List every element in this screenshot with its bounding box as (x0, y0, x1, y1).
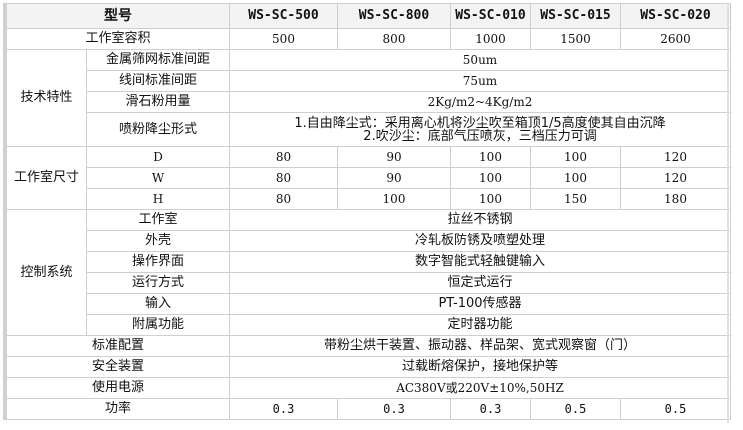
cell: 2600 (620, 28, 731, 50)
right-border (727, 3, 729, 423)
cell: 100 (530, 167, 621, 189)
row-label: 使用电源 (6, 377, 230, 399)
cell: 恒定式运行 (229, 272, 731, 294)
cell: 1500 (530, 28, 621, 50)
cell: 带粉尘烘干装置、振动器、样品架、宽式观察窗（门） (229, 335, 731, 357)
table-row: 工作室尺寸 D 80 90 100 100 120 (6, 146, 731, 210)
table-row: 技术特性 金属筛网标准间距 50um (6, 49, 731, 147)
cell: 150 (530, 188, 621, 210)
row-label: 功率 (6, 398, 230, 420)
row-label: W (86, 167, 230, 189)
cell: 90 (337, 146, 451, 168)
row-label: 喷粉降尘形式 (86, 112, 230, 147)
cell: 数字智能式轻触键输入 (229, 251, 731, 273)
model-header: WS-SC-500 (229, 3, 338, 29)
cell: 1.自由降尘式：采用离心机将沙尘吹至箱顶1/5高度使其自由沉降 2.吹沙尘：底部… (229, 112, 731, 147)
row-label: 工作室容积 (6, 28, 230, 50)
table-row: 使用电源 AC380V或220V±10%,50HZ (6, 377, 731, 399)
cell: 冷轧板防锈及喷塑处理 (229, 230, 731, 252)
table-row: 功率 0.3 0.3 0.3 0.5 0.5 (6, 398, 731, 420)
row-label: 输入 (86, 293, 230, 315)
table-row: 标准配置 带粉尘烘干装置、振动器、样品架、宽式观察窗（门） (6, 335, 731, 357)
cell: 180 (620, 188, 731, 210)
table-row: H 80 100 100 150 180 (7, 188, 731, 210)
cell: 75um (229, 70, 731, 92)
cell: 80 (229, 167, 338, 189)
group-label: 控制系统 (6, 209, 87, 336)
row-label: 安全装置 (6, 356, 230, 378)
table-row: W 80 90 100 100 120 (7, 167, 731, 189)
row-label: 运行方式 (86, 272, 230, 294)
row-label: 滑石粉用量 (86, 91, 230, 113)
cell: 500 (229, 28, 338, 50)
cell: 1000 (450, 28, 531, 50)
cell: 800 (337, 28, 451, 50)
cell: 50um (229, 49, 731, 71)
header-row: 型号 WS-SC-500 WS-SC-800 WS-SC-010 WS-SC-0… (6, 3, 731, 29)
table-row: 安全装置 过载断熔保护，接地保护等 (6, 356, 731, 378)
cell: 2Kg/m2~4Kg/m2 (229, 91, 731, 113)
row-label: 操作界面 (86, 251, 230, 273)
row-label: 附属功能 (86, 314, 230, 336)
row-label: 金属筛网标准间距 (86, 49, 230, 71)
cell: 100 (450, 188, 531, 210)
table-row: 喷粉降尘形式 1.自由降尘式：采用离心机将沙尘吹至箱顶1/5高度使其自由沉降 2… (7, 112, 731, 147)
cell: 100 (450, 167, 531, 189)
cell: 定时器功能 (229, 314, 731, 336)
table-row: 附属功能 定时器功能 (7, 314, 731, 336)
spec-table-container: 型号 WS-SC-500 WS-SC-800 WS-SC-010 WS-SC-0… (3, 3, 731, 420)
cell: 拉丝不锈钢 (229, 209, 731, 231)
model-header: WS-SC-800 (337, 3, 451, 29)
model-header: WS-SC-010 (450, 3, 531, 29)
table-row: 线间标准间距 75um (7, 70, 731, 92)
cell: 0.5 (530, 398, 621, 420)
cell: 100 (530, 146, 621, 168)
cell: 过载断熔保护，接地保护等 (229, 356, 731, 378)
cell: 0.5 (620, 398, 731, 420)
cell-line: 2.吹沙尘：底部气压喷灰，三档压力可调 (363, 128, 597, 144)
row-label: 外壳 (86, 230, 230, 252)
model-header: WS-SC-015 (530, 3, 621, 29)
row-label: H (86, 188, 230, 210)
table-row: 工作室容积 500 800 1000 1500 2600 (6, 28, 731, 50)
cell: 100 (337, 188, 451, 210)
cell: 120 (620, 146, 731, 168)
cell: 0.3 (229, 398, 338, 420)
spec-table: 型号 WS-SC-500 WS-SC-800 WS-SC-010 WS-SC-0… (6, 3, 731, 420)
row-label: 线间标准间距 (86, 70, 230, 92)
cell: 100 (450, 146, 531, 168)
cell: 80 (229, 188, 338, 210)
cell: AC380V或220V±10%,50HZ (229, 377, 731, 399)
table-row: 操作界面 数字智能式轻触键输入 (7, 251, 731, 273)
group-label: 工作室尺寸 (6, 146, 87, 210)
cell: PT-100传感器 (229, 293, 731, 315)
row-label: 标准配置 (6, 335, 230, 357)
cell: 90 (337, 167, 451, 189)
table-row: 滑石粉用量 2Kg/m2~4Kg/m2 (7, 91, 731, 113)
model-label: 型号 (6, 3, 230, 29)
row-label: 工作室 (86, 209, 230, 231)
model-header: WS-SC-020 (620, 3, 731, 29)
cell: 120 (620, 167, 731, 189)
group-label: 技术特性 (6, 49, 87, 147)
cell: 0.3 (450, 398, 531, 420)
table-row: 控制系统 工作室 拉丝不锈钢 (6, 209, 731, 336)
table-row: 外壳 冷轧板防锈及喷塑处理 (7, 230, 731, 252)
table-row: 运行方式 恒定式运行 (7, 272, 731, 294)
table-row: 输入 PT-100传感器 (7, 293, 731, 315)
row-label: D (86, 146, 230, 168)
cell: 80 (229, 146, 338, 168)
cell-line: 1.自由降尘式：采用离心机将沙尘吹至箱顶1/5高度使其自由沉降 (294, 115, 666, 131)
cell: 0.3 (337, 398, 451, 420)
